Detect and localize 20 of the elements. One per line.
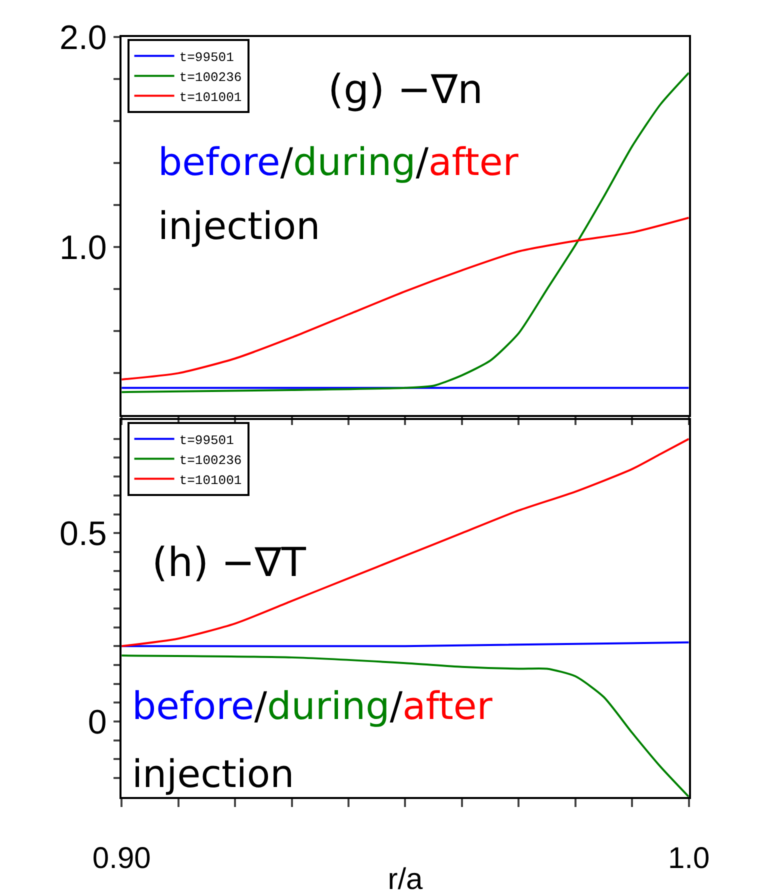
- y-tick-label: 2.0: [60, 18, 107, 57]
- legend-label: t=100236: [179, 452, 242, 468]
- y-tick-label: 0.5: [60, 515, 107, 553]
- line-series: [122, 72, 689, 394]
- legend-label: t=101001: [179, 472, 242, 488]
- annotation: injection: [158, 204, 320, 248]
- y-tick-label: 0: [88, 703, 107, 742]
- x-axis-title: r/a: [388, 863, 424, 896]
- legend-label: t=99501: [179, 50, 234, 66]
- x-tick-label: 0.90: [92, 842, 151, 875]
- legend-label: t=100236: [179, 70, 242, 85]
- y-tick-label: 1.0: [60, 229, 107, 268]
- line-series: [122, 654, 689, 797]
- legend-label: t=101001: [179, 90, 242, 105]
- annotation: injection: [132, 752, 294, 796]
- annotation: (h) −∇T: [152, 540, 307, 586]
- annotation: before/during/after: [158, 140, 519, 184]
- annotation: before/during/after: [132, 684, 493, 728]
- annotation: (g) −∇n: [328, 67, 483, 113]
- legend-label: t=99501: [179, 432, 234, 448]
